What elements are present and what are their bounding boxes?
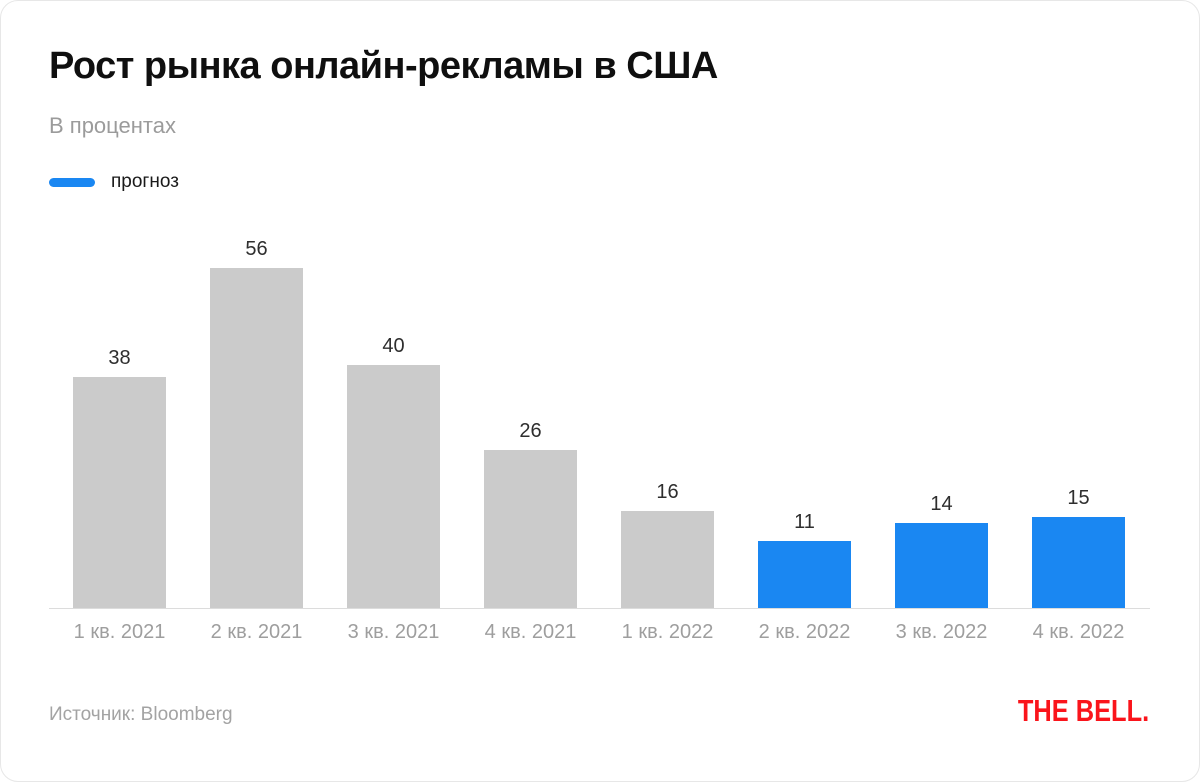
bar-value-label: 14: [930, 493, 953, 515]
bar-forecast: [895, 523, 988, 608]
bar-group: 38: [73, 348, 166, 608]
the-bell-logo: THE BELL.: [1017, 693, 1149, 728]
source-note: Источник: Bloomberg: [49, 704, 233, 725]
bar-forecast: [758, 541, 851, 608]
bar-group: 16: [621, 482, 714, 608]
bar-actual: [210, 268, 303, 608]
bar-value-label: 40: [382, 335, 405, 357]
bars-row: 38 56 40 26 16 11 14 15: [49, 211, 1150, 609]
bar-actual: [621, 511, 714, 608]
bar-value-label: 38: [108, 347, 131, 369]
bar-chart: 38 56 40 26 16 11 14 15 1 кв. 2021 2 кв. 2021 3 к…: [49, 211, 1150, 644]
legend: прогноз: [49, 171, 179, 193]
x-axis-label: 3 кв. 2022: [895, 621, 988, 643]
bar-group: 26: [484, 421, 577, 608]
bar-value-label: 15: [1067, 487, 1090, 509]
bar-value-label: 11: [794, 511, 815, 533]
bar-actual: [73, 377, 166, 608]
x-axis-label: 2 кв. 2021: [210, 621, 303, 643]
bar-group: 56: [210, 239, 303, 608]
x-labels-row: 1 кв. 2021 2 кв. 2021 3 кв. 2021 4 кв. 2021…: [49, 621, 1150, 644]
legend-forecast-swatch: [49, 177, 95, 187]
bar-value-label: 26: [519, 420, 542, 442]
bar-group: 11: [758, 512, 851, 608]
bar-actual: [484, 450, 577, 608]
x-axis-label: 1 кв. 2022: [621, 621, 714, 643]
legend-forecast-label: прогноз: [111, 171, 179, 192]
bar-actual: [347, 365, 440, 608]
x-axis-label: 4 кв. 2022: [1032, 621, 1125, 643]
bar-group: 40: [347, 336, 440, 608]
x-axis-label: 1 кв. 2021: [73, 621, 166, 643]
bar-forecast: [1032, 517, 1125, 608]
bar-group: 14: [895, 494, 988, 608]
x-axis-label: 4 кв. 2021: [484, 621, 577, 643]
bar-value-label: 16: [656, 481, 679, 503]
x-axis-label: 2 кв. 2022: [758, 621, 851, 643]
x-axis-label: 3 кв. 2021: [347, 621, 440, 643]
chart-subtitle: В процентах: [49, 113, 176, 138]
bar-group: 15: [1032, 488, 1125, 608]
bar-value-label: 56: [245, 238, 268, 260]
page-title: Рост рынка онлайн-рекламы в США: [49, 45, 718, 87]
